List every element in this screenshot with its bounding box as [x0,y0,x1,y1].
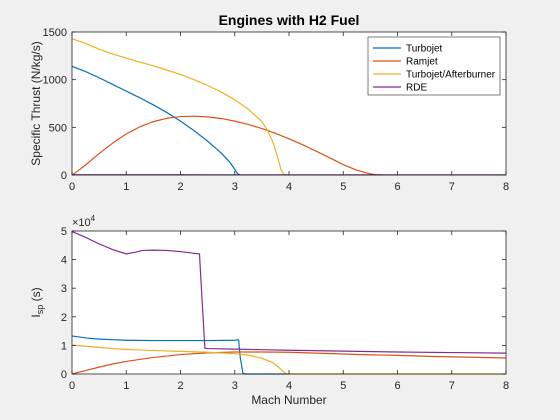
bottom-series-line-turbojet [71,335,289,375]
axes-top: 0 1 2 3 4 5 6 7 8 0 500 1000 1500 Engines with H2 Fu… [29,12,509,193]
top-x-tick-label: 0 [69,181,75,193]
top-x-tick-label: 4 [286,181,292,193]
bottom-x-tick-label: 3 [232,380,238,392]
legend-entry-rde: RDE [373,83,427,94]
top-y-tick-label: 0 [61,170,67,182]
bottom-series-line-rde [71,231,507,354]
bottom-x-tick-label: 4 [286,380,292,392]
bottom-y-tick-label: 0 [61,369,67,381]
bottom-x-tick-label: 5 [340,380,346,392]
ylabel-subscript: sp [35,305,45,315]
bottom-y-tick-label: 1 [61,340,67,352]
legend-label-ramjet: Ramjet [406,57,438,68]
top-series-line-ramjet [71,115,382,176]
chart-title: Engines with H2 Fuel [219,12,360,28]
legend-entry-ramjet: Ramjet [373,57,438,68]
bottom-x-tick-label: 8 [503,380,509,392]
top-x-tick-label: 6 [394,181,400,193]
legend-entry-turbojet-afterburner: Turbojet/Afterburner [373,70,496,81]
bottom-x-axis-label: Mach Number [251,393,326,407]
top-y-tick-label: 500 [49,122,67,134]
bottom-x-tick-label: 2 [177,380,183,392]
top-x-tick-label: 7 [449,181,455,193]
bottom-y-tick-label: 4 [61,255,67,267]
bottom-y-axis-label: Isp (s) [29,287,45,317]
legend-box [367,36,501,96]
bottom-series-line-ramjet [71,351,507,375]
bottom-x-tick-label: 1 [123,380,129,392]
bottom-x-tick-label: 7 [449,380,455,392]
top-ticks: 0 1 2 3 4 5 6 7 8 0 500 1000 1500 [43,27,510,193]
bottom-x-tick-label: 6 [394,380,400,392]
legend-label-rde: RDE [406,83,427,94]
exponent-label: ×104 [72,214,96,229]
top-x-tick-label: 1 [123,181,129,193]
top-x-tick-label: 3 [232,181,238,193]
bottom-y-tick-label: 3 [61,283,67,295]
legend-entry-turbojet: Turbojet [373,44,443,55]
top-series-line-turbojet-afterburner [71,38,287,176]
exponent-base: ×10 [72,217,91,229]
bottom-ticks: 0 1 2 3 4 5 6 7 8 0 1 2 3 4 5 [61,226,509,392]
legend: Turbojet Ramjet Turbojet/Afterburner RDE [367,36,501,96]
bottom-x-tick-label: 0 [69,380,75,392]
exponent-power: 4 [91,214,96,223]
top-x-tick-label: 8 [503,181,509,193]
top-y-axis-label: Specific Thrust (N/kg/s) [29,41,43,165]
top-y-tick-label: 1000 [43,75,67,87]
ylabel-unit: (s) [29,287,43,304]
legend-label-turbojet-afterburner: Turbojet/Afterburner [406,70,496,81]
top-y-tick-label: 1500 [43,27,67,39]
bottom-y-tick-label: 5 [61,226,67,238]
legend-label-turbojet: Turbojet [406,44,443,55]
ylabel-main: I [29,314,43,317]
bottom-y-tick-label: 2 [61,312,67,324]
top-x-tick-label: 5 [340,181,346,193]
top-x-tick-label: 2 [177,181,183,193]
